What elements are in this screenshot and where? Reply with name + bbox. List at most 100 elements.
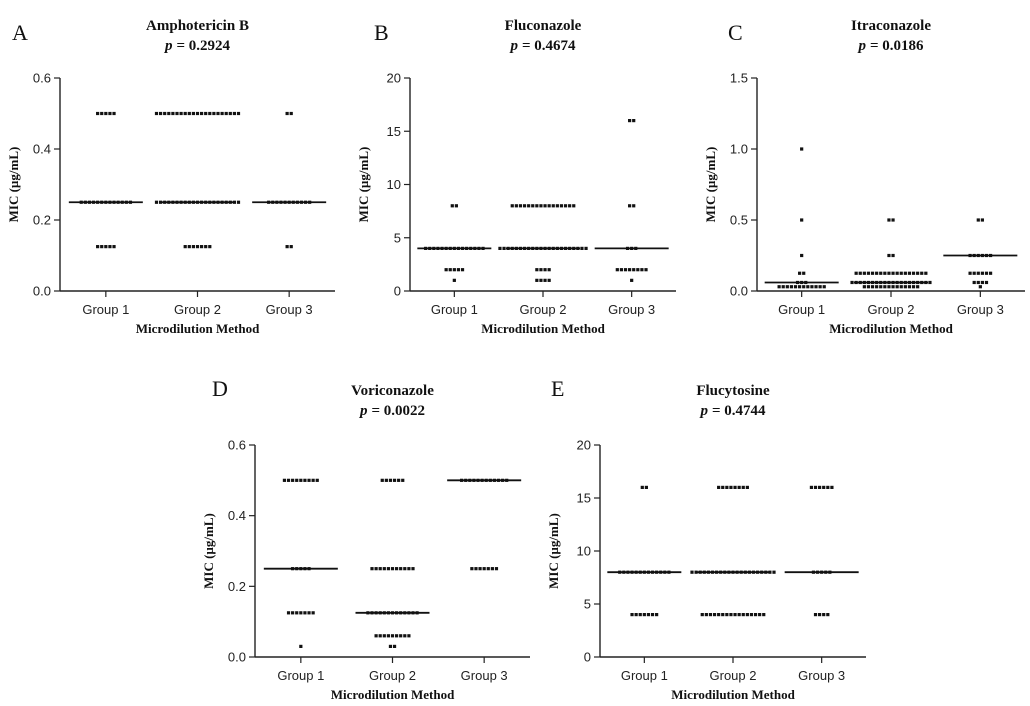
data-point	[208, 245, 212, 249]
panel-d: D Voriconazole p = 0.0022 0.0 0.2 0.4 0.6 Group …	[201, 376, 530, 702]
x-axis-label: Microdilution Method	[671, 687, 795, 702]
data-point	[452, 268, 456, 272]
x-axis-label: Microdilution Method	[829, 321, 953, 336]
chart-title: Voriconazole	[351, 383, 434, 399]
data-point	[822, 613, 826, 617]
y-tick-label: 0.4	[33, 142, 51, 157]
data-point	[875, 285, 879, 289]
data-point	[640, 268, 644, 272]
data-point	[535, 204, 539, 208]
data-point	[390, 567, 395, 571]
data-point	[388, 644, 393, 648]
data-point	[891, 271, 895, 275]
data-point	[154, 111, 159, 116]
data-point	[518, 204, 523, 208]
data-point	[535, 268, 539, 272]
data-point	[708, 613, 713, 617]
panel-letter: C	[728, 20, 743, 45]
data-point	[228, 111, 232, 116]
x-tick-label: Group 2	[520, 302, 567, 317]
data-point	[741, 613, 745, 617]
data-point	[108, 245, 112, 249]
data-point	[632, 268, 636, 272]
x-tick-label: Group 1	[277, 668, 324, 683]
data-point	[392, 644, 397, 648]
data-point	[813, 485, 818, 489]
data-point	[486, 567, 490, 571]
data-point	[187, 111, 191, 116]
y-tick-label: 0.0	[228, 650, 246, 665]
data-point	[632, 204, 636, 208]
data-point	[704, 613, 708, 617]
data-point	[444, 268, 448, 272]
data-point	[195, 111, 200, 116]
data-point	[395, 634, 399, 638]
data-point	[758, 613, 762, 617]
data-point	[976, 280, 980, 285]
data-point	[285, 245, 289, 249]
data-point	[232, 111, 236, 116]
data-point	[167, 111, 171, 116]
data-point	[315, 478, 319, 482]
data-point	[690, 570, 694, 574]
data-point	[555, 204, 559, 208]
data-point	[187, 245, 191, 249]
data-point	[307, 478, 311, 482]
data-point	[236, 200, 241, 204]
y-tick-label: 1.0	[730, 142, 748, 157]
data-point	[96, 245, 100, 249]
data-point	[916, 285, 920, 289]
data-point	[745, 613, 749, 617]
data-point	[619, 268, 624, 272]
data-point	[980, 271, 984, 275]
data-point	[399, 567, 403, 571]
data-point	[638, 613, 642, 617]
chart-title: Amphotericin B	[146, 18, 249, 34]
data-point	[374, 634, 378, 638]
data-point	[191, 245, 195, 249]
y-tick-label: 0.0	[730, 284, 748, 299]
data-point	[903, 271, 907, 275]
data-point	[171, 111, 175, 116]
data-point	[644, 268, 648, 272]
data-point	[745, 485, 749, 489]
data-point	[100, 245, 104, 249]
data-point	[628, 268, 632, 272]
data-point	[800, 253, 804, 258]
data-point	[875, 271, 879, 275]
x-tick-label: Group 2	[369, 668, 416, 683]
data-point	[96, 111, 100, 116]
panel-c: C Itraconazole p = 0.0186 0.0 0.5 1.0 1.5 Group …	[703, 18, 1025, 336]
data-point	[539, 278, 543, 282]
data-point	[737, 613, 741, 617]
data-point	[388, 478, 393, 482]
x-tick-label: Group 2	[174, 302, 221, 317]
data-point	[474, 567, 478, 571]
data-point	[403, 567, 407, 571]
data-point	[854, 271, 858, 275]
y-tick-label: 0.2	[33, 213, 51, 228]
y-tick-label: 5	[584, 597, 591, 612]
y-axis-label: MIC (µg/mL)	[703, 147, 718, 223]
x-tick-label: Group 3	[461, 668, 508, 683]
data-point	[543, 278, 547, 282]
data-point	[806, 285, 810, 289]
data-point	[870, 271, 875, 275]
data-point	[907, 285, 912, 289]
data-point	[887, 253, 891, 258]
x-tick-label: Group 3	[266, 302, 313, 317]
data-point	[640, 485, 644, 489]
data-point	[454, 204, 458, 208]
data-point	[822, 485, 826, 489]
data-point	[850, 280, 854, 285]
data-point	[572, 204, 576, 208]
data-point	[899, 285, 903, 289]
data-point	[370, 567, 374, 571]
data-point	[179, 111, 183, 116]
data-point	[307, 611, 311, 615]
data-point	[450, 204, 454, 208]
data-point	[502, 246, 506, 250]
x-tick-label: Group 1	[431, 302, 478, 317]
data-point	[887, 218, 891, 222]
data-point	[380, 478, 384, 482]
